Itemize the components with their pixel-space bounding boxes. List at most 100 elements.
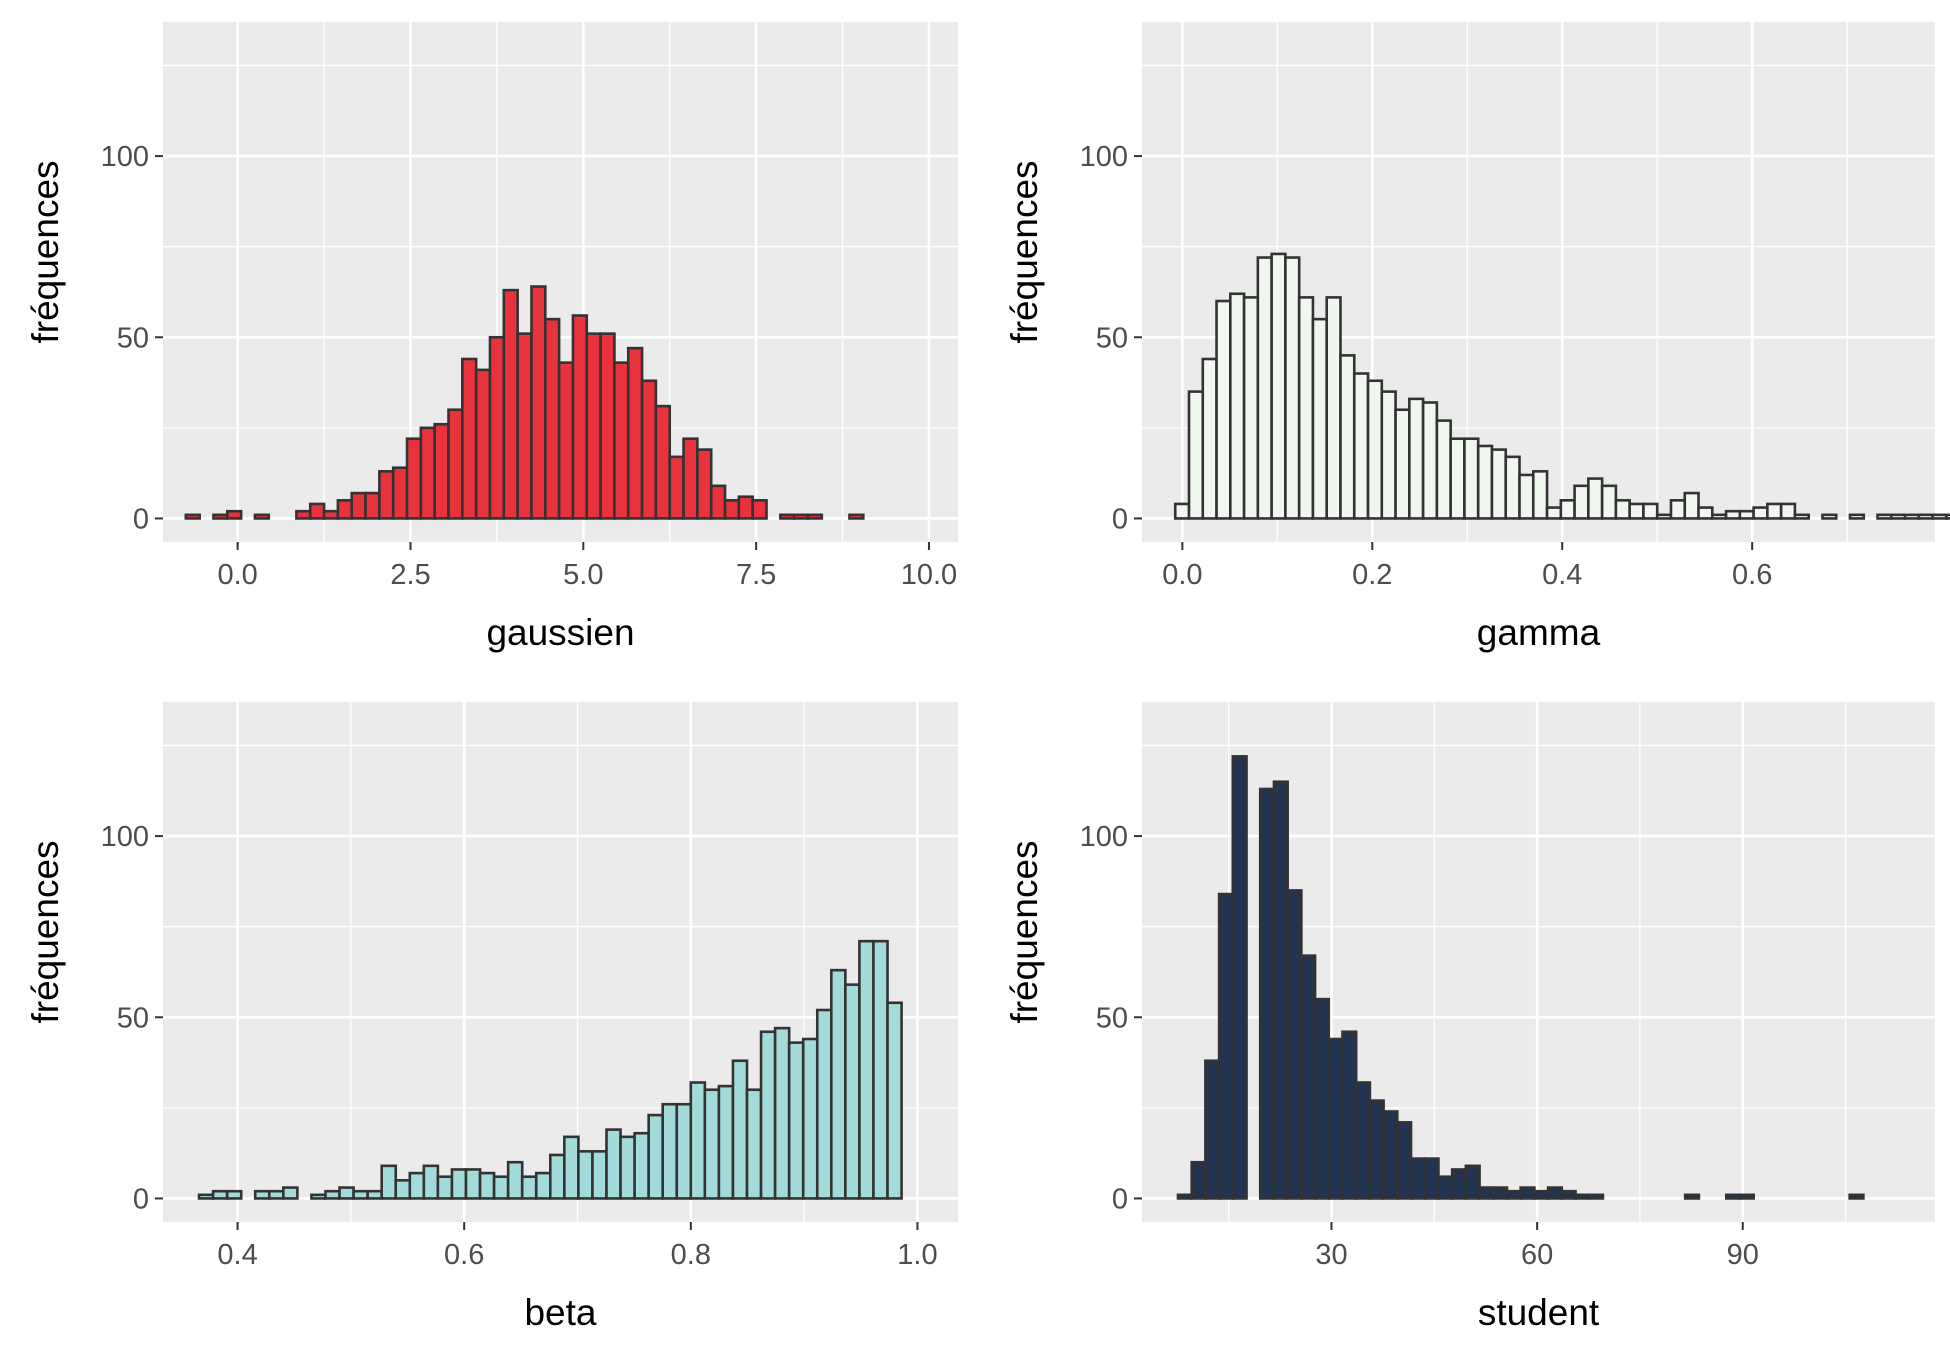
histogram-bar [751,499,768,520]
histogram-bar [436,1175,454,1200]
x-tick-label: 30 [1315,1239,1347,1271]
histogram-bar [506,1160,524,1200]
histogram-bar [577,1150,594,1200]
histogram-bar [322,509,340,520]
histogram-bar [1793,513,1810,520]
histogram-bar [792,513,810,520]
y-tick-label: 100 [1080,821,1128,853]
panel-bottom-right: 30 60 90 0 50 100 student fréquences [1004,702,1935,1333]
histogram-bar [1463,437,1480,520]
histogram-bar [1325,296,1342,520]
histogram-bar [1821,513,1838,520]
histogram-bar [1272,780,1289,1200]
histogram-bar [1545,506,1563,520]
histogram-bar [391,466,409,520]
x-tick-label: 0.2 [1352,559,1392,591]
histogram-bar [1945,513,1950,520]
histogram-bar [787,1041,805,1200]
histogram-bar [338,1186,355,1200]
y-tick-label: 100 [101,821,149,853]
histogram-bar [1421,401,1439,520]
histogram-bar [253,513,271,520]
histogram-bar [1903,513,1921,520]
y-tick-label: 100 [101,141,149,173]
histogram-bar [717,1084,735,1200]
histogram-bar [1187,390,1205,520]
histogram-bar [534,1171,552,1200]
histogram-bar [530,285,547,520]
histogram-bar [1669,499,1687,520]
histogram-bar [1600,484,1618,520]
histogram-bar [1464,1164,1481,1200]
histogram-bar [1173,502,1191,520]
x-axis-title: beta [524,1292,596,1333]
histogram-bar [858,939,875,1200]
histogram-bar [703,1088,721,1200]
histogram-bar [1504,455,1521,520]
histogram-bar [1297,296,1315,520]
histogram-bar [1710,513,1728,520]
histogram-bar [745,1088,763,1200]
histogram-bar [1642,502,1659,520]
histogram-bar [1779,502,1797,520]
histogram-bar [654,404,672,520]
panel-top-right: 0.0 0.2 0.4 0.6 0 50 100 gamma fréquences [1004,22,1950,653]
histogram-bar [1587,477,1604,520]
x-tick-label: 0.6 [444,1239,484,1271]
histogram-bar [308,502,326,520]
histogram-bar [394,1179,412,1200]
histogram-bar [1339,354,1356,520]
histogram-bar [1394,408,1411,520]
histogram-bar [689,1081,707,1200]
histogram-bar [1614,499,1631,520]
histogram-bar [336,499,354,520]
histogram-bar [474,368,492,520]
histogram-bar [1766,502,1783,520]
histogram-bar [433,422,450,520]
histogram-bar [1311,317,1329,520]
histogram-bar [267,1189,285,1200]
histogram-bar [599,332,616,520]
histogram-bar [1215,299,1232,520]
histogram-bar [830,968,847,1200]
histogram-bar [184,513,201,520]
histogram-bar [557,361,575,520]
histogram-bar [585,332,602,520]
histogram-bar [1478,1186,1495,1200]
histogram-bar [1435,419,1452,520]
histogram-bar [1490,448,1508,520]
histogram-bar [844,983,861,1200]
x-tick-label: 60 [1521,1239,1553,1271]
histogram-bar [197,1193,215,1200]
histogram-bar [225,1189,243,1200]
histogram-bar [773,1026,791,1200]
x-tick-label: 2.5 [390,559,430,591]
histogram-bar [324,1189,341,1200]
histogram-bar [1423,1157,1440,1200]
histogram-bar [1587,1193,1605,1200]
y-tick-label: 0 [133,503,149,535]
histogram-bar [563,1135,580,1200]
histogram-bar [364,491,381,520]
y-axis-title: fréquences [1004,160,1045,343]
histogram-bar [1505,1189,1522,1200]
histogram-bar [1752,506,1769,520]
histogram-bar [1890,513,1907,520]
histogram-bar [1352,372,1370,520]
histogram-bar [633,1131,650,1200]
histogram-bar [1409,1157,1427,1200]
histogram-bar [1697,506,1714,520]
histogram-bar [1450,1168,1468,1200]
histogram-bar [1270,252,1287,520]
histogram-bar [1519,1186,1536,1200]
x-tick-label: 0.8 [671,1239,711,1271]
histogram-bar [1229,292,1246,520]
histogram-bar [549,1153,566,1200]
histogram-bar [848,513,865,520]
histogram-bar [419,426,436,520]
histogram-bar [668,455,685,520]
histogram-bar [295,509,312,520]
histogram-bar [405,437,423,520]
histogram-bar [1848,1193,1865,1200]
